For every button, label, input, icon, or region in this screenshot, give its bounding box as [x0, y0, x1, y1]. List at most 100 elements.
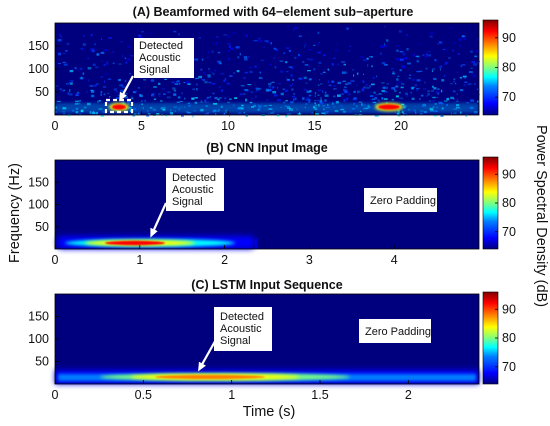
noise-speck [205, 74, 209, 76]
y-tick-label: 50 [35, 355, 49, 369]
noise-speck [344, 71, 348, 74]
noise-speck [104, 73, 109, 75]
panel-b-heatmap [57, 236, 257, 249]
noise-speck [172, 87, 176, 90]
noise-speck [209, 98, 212, 100]
colorbar-tick-label: 70 [502, 360, 516, 374]
noise-speck [217, 98, 219, 100]
noise-speck [83, 35, 85, 37]
noise-speck [277, 87, 279, 89]
noise-speck [353, 90, 356, 93]
noise-speck [92, 63, 96, 66]
noise-speck [458, 38, 463, 41]
noise-speck [444, 62, 447, 65]
noise-speck [291, 88, 294, 91]
noise-speck [463, 84, 467, 87]
noise-speck [245, 98, 248, 102]
noise-speck [449, 27, 453, 29]
noise-speck [141, 100, 143, 103]
noise-speck [132, 114, 136, 117]
noise-speck [335, 49, 337, 52]
noise-speck [268, 83, 272, 86]
noise-speck [101, 60, 103, 62]
noise-speck [346, 82, 351, 85]
noise-speck [124, 57, 126, 59]
y-tick-label: 50 [35, 85, 49, 99]
noise-speck [96, 53, 100, 56]
noise-speck [297, 113, 302, 116]
noise-speck [343, 99, 346, 102]
noise-speck [230, 47, 235, 50]
noise-speck [191, 97, 195, 100]
noise-speck [195, 77, 199, 80]
noise-speck [212, 92, 215, 95]
noise-speck [130, 55, 134, 57]
noise-speck [427, 54, 432, 57]
noise-speck [202, 71, 206, 74]
panel-c-colorbar: 70 80 90 [482, 291, 516, 385]
noise-speck [98, 100, 101, 102]
noise-speck [383, 91, 388, 93]
noise-speck [304, 64, 309, 66]
noise-speck [462, 75, 467, 78]
noise-speck [268, 85, 271, 88]
panel-a-detection-box [104, 98, 134, 114]
noise-speck [464, 77, 466, 79]
noise-speck [394, 112, 397, 114]
panel-c-annotation-line-3: Signal [220, 335, 251, 347]
noise-speck [177, 96, 181, 99]
noise-speck [332, 57, 336, 59]
x-tick-label: 2 [221, 253, 228, 267]
noise-speck [320, 98, 322, 102]
noise-speck [432, 96, 436, 99]
noise-speck [324, 92, 327, 94]
noise-speck [245, 34, 248, 37]
noise-speck [436, 91, 440, 93]
noise-speck [325, 91, 327, 94]
noise-speck [159, 95, 161, 97]
noise-speck [217, 62, 220, 65]
noise-speck [302, 61, 305, 63]
noise-speck [249, 70, 252, 73]
noise-speck [406, 47, 409, 51]
noise-speck [382, 86, 386, 89]
noise-speck [121, 86, 126, 88]
noise-speck [306, 90, 311, 93]
noise-speck [181, 92, 184, 95]
noise-speck [96, 53, 99, 56]
noise-speck [443, 74, 446, 77]
noise-speck [214, 69, 216, 72]
noise-speck [268, 113, 270, 115]
noise-speck [221, 89, 224, 92]
noise-speck [294, 97, 297, 99]
noise-speck [439, 66, 443, 68]
noise-speck [370, 98, 373, 101]
noise-speck [171, 81, 173, 83]
noise-speck [322, 71, 326, 73]
noise-speck [353, 74, 355, 77]
noise-speck [453, 112, 457, 114]
panel-c-annotation-arrow [198, 335, 219, 372]
noise-speck [470, 50, 473, 53]
noise-speck [65, 50, 68, 52]
noise-speck [94, 43, 96, 45]
noise-speck [137, 34, 142, 37]
noise-speck [116, 97, 119, 100]
noise-speck [416, 70, 421, 73]
noise-speck [412, 78, 416, 81]
noise-speck [343, 88, 347, 92]
noise-speck [136, 29, 139, 32]
noise-speck [101, 37, 102, 40]
noise-speck [437, 92, 440, 95]
noise-speck [476, 38, 479, 41]
noise-speck [249, 101, 253, 104]
noise-speck [470, 99, 475, 102]
noise-speck [342, 80, 346, 83]
noise-speck [96, 111, 98, 115]
noise-speck [143, 79, 146, 81]
noise-speck [427, 92, 430, 96]
panel-c-annotation-line-1: Detected [220, 311, 264, 323]
noise-speck [402, 65, 406, 68]
noise-speck [287, 113, 291, 115]
noise-speck [349, 83, 352, 85]
